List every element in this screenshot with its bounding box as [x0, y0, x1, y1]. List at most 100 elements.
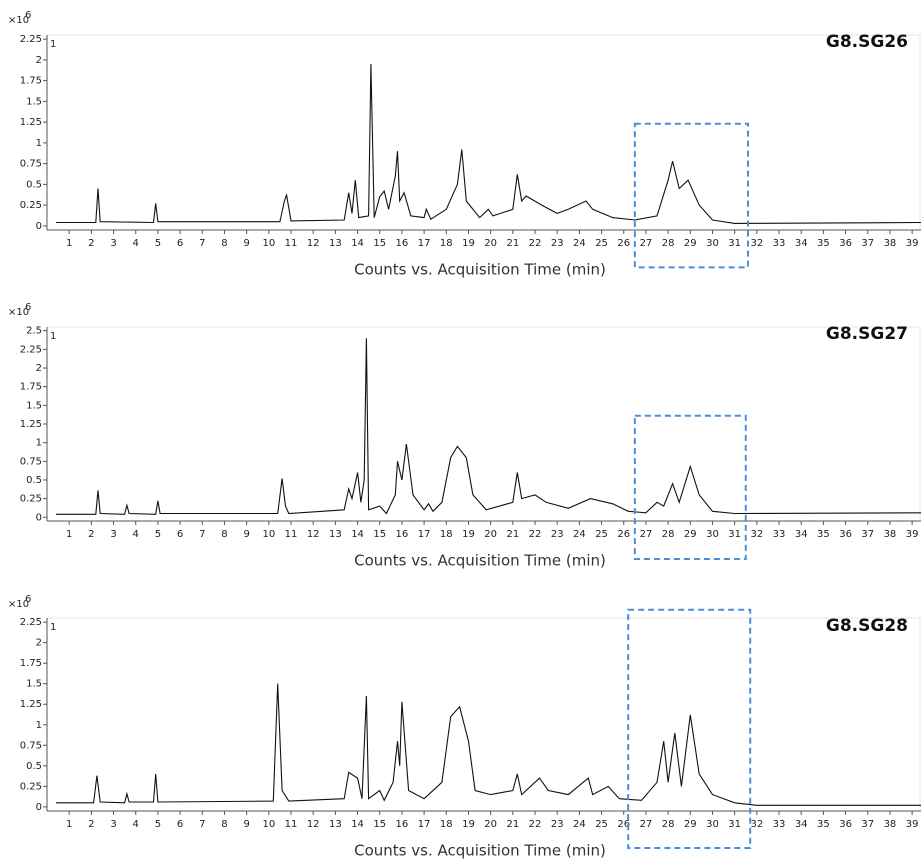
x-tick-label: 31 — [728, 529, 741, 540]
x-tick-label: 27 — [640, 238, 653, 249]
x-tick-label: 2 — [88, 238, 94, 249]
panel-frame — [47, 618, 920, 811]
x-tick-label: 39 — [906, 238, 919, 249]
x-tick-label: 25 — [595, 529, 608, 540]
x-tick-label: 17 — [418, 819, 431, 830]
x-tick-label: 30 — [706, 529, 719, 540]
y-tick-label: 1.5 — [26, 400, 42, 411]
x-tick-label: 19 — [462, 238, 475, 249]
x-tick-label: 38 — [884, 238, 897, 249]
x-tick-label: 32 — [750, 529, 763, 540]
y-tick-label: 1.75 — [20, 658, 42, 669]
y-scale-exponent: 6 — [25, 594, 31, 605]
y-tick-label: 0 — [36, 802, 42, 813]
y-tick-label: 0 — [36, 221, 42, 232]
x-tick-label: 12 — [307, 529, 320, 540]
x-tick-label: 5 — [155, 819, 161, 830]
x-tick-label: 14 — [351, 819, 364, 830]
x-tick-label: 5 — [155, 529, 161, 540]
x-tick-label: 19 — [462, 529, 475, 540]
x-tick-label: 35 — [817, 819, 830, 830]
x-tick-label: 21 — [506, 819, 519, 830]
x-tick-label: 12 — [307, 819, 320, 830]
x-tick-label: 4 — [133, 529, 139, 540]
panel-title: G8.SG27 — [826, 324, 908, 344]
y-tick-label: 1.5 — [26, 96, 42, 107]
y-scale-exponent: 6 — [25, 10, 31, 21]
panel-title: G8.SG26 — [826, 32, 908, 52]
x-tick-label: 20 — [484, 529, 497, 540]
y-tick-label: 2 — [36, 55, 42, 66]
x-axis-title: Counts vs. Acquisition Time (min) — [354, 842, 606, 860]
x-axis-title: Counts vs. Acquisition Time (min) — [354, 261, 606, 279]
y-tick-label: 2.25 — [20, 617, 42, 628]
x-tick-label: 18 — [440, 819, 453, 830]
y-tick-label: 0.25 — [20, 781, 42, 792]
x-tick-label: 26 — [617, 529, 630, 540]
x-tick-label: 39 — [906, 819, 919, 830]
x-tick-label: 36 — [839, 529, 852, 540]
y-tick-label: 2.5 — [26, 326, 42, 337]
x-tick-label: 38 — [884, 819, 897, 830]
x-tick-label: 35 — [817, 238, 830, 249]
x-tick-label: 11 — [285, 529, 298, 540]
x-tick-label: 27 — [640, 529, 653, 540]
x-tick-label: 15 — [373, 238, 386, 249]
x-tick-label: 29 — [684, 819, 697, 830]
x-tick-label: 37 — [861, 238, 874, 249]
x-tick-label: 13 — [329, 238, 342, 249]
x-tick-label: 33 — [773, 819, 786, 830]
x-tick-label: 3 — [110, 529, 116, 540]
chromatogram-line — [56, 338, 921, 514]
y-tick-label: 0.5 — [26, 179, 42, 190]
x-tick-label: 8 — [221, 238, 227, 249]
x-tick-label: 29 — [684, 529, 697, 540]
x-tick-label: 7 — [199, 819, 205, 830]
x-tick-label: 1 — [66, 238, 72, 249]
y-tick-label: 1.25 — [20, 419, 42, 430]
x-tick-label: 9 — [243, 819, 249, 830]
x-tick-label: 39 — [906, 529, 919, 540]
x-tick-label: 31 — [728, 238, 741, 249]
x-tick-label: 22 — [529, 819, 542, 830]
x-tick-label: 20 — [484, 819, 497, 830]
chromatogram-line — [56, 684, 921, 806]
y-tick-label: 0.75 — [20, 456, 42, 467]
page: {"chart_data": [ {"type": "line", "title… — [0, 0, 921, 862]
x-tick-label: 29 — [684, 238, 697, 249]
y-tick-label: 1.5 — [26, 679, 42, 690]
x-tick-label: 13 — [329, 529, 342, 540]
x-tick-label: 22 — [529, 529, 542, 540]
x-tick-label: 11 — [285, 238, 298, 249]
y-tick-label: 0.75 — [20, 159, 42, 170]
x-tick-label: 2 — [88, 529, 94, 540]
chart: 0 0.25 0.5 0.75 1 1.25 1.5 1.75 2 2.25 12 3 4 5 6 7 8 9 10… — [0, 0, 921, 862]
panel-frame — [47, 327, 920, 521]
x-tick-label: 13 — [329, 819, 342, 830]
x-tick-label: 9 — [243, 238, 249, 249]
panel-title: G8.SG28 — [826, 616, 908, 636]
x-tick-label: 22 — [529, 238, 542, 249]
x-tick-label: 36 — [839, 819, 852, 830]
y-tick-label: 0.5 — [26, 761, 42, 772]
x-tick-label: 11 — [285, 819, 298, 830]
x-tick-label: 37 — [861, 529, 874, 540]
x-tick-label: 25 — [595, 819, 608, 830]
x-tick-label: 19 — [462, 819, 475, 830]
y-tick-label: 0 — [36, 512, 42, 523]
x-tick-label: 33 — [773, 529, 786, 540]
y-tick-label: 2 — [36, 363, 42, 374]
x-tick-label: 10 — [262, 238, 275, 249]
y-tick-label: 0.5 — [26, 475, 42, 486]
x-tick-label: 30 — [706, 819, 719, 830]
x-tick-label: 32 — [750, 819, 763, 830]
x-tick-label: 28 — [662, 529, 675, 540]
x-tick-label: 16 — [396, 529, 409, 540]
x-tick-label: 33 — [773, 238, 786, 249]
x-tick-label: 6 — [177, 819, 183, 830]
x-tick-label: 15 — [373, 529, 386, 540]
y-tick-label: 1.75 — [20, 76, 42, 87]
x-tick-label: 10 — [262, 819, 275, 830]
x-tick-label: 38 — [884, 529, 897, 540]
y-tick-label: 1.75 — [20, 382, 42, 393]
